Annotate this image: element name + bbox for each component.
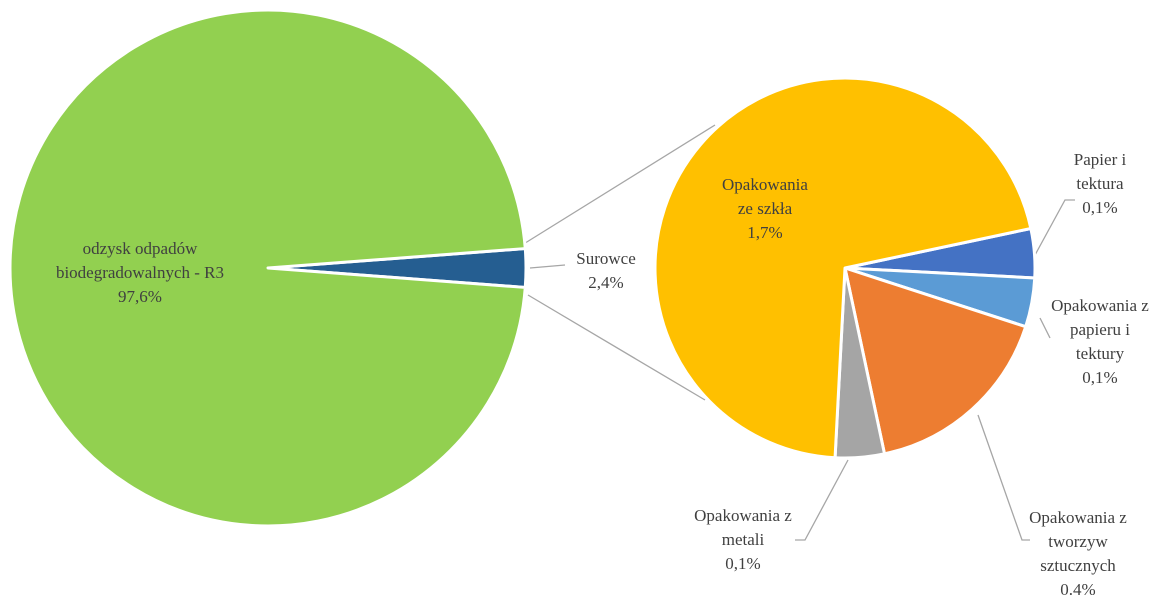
category-label: Opakowania z metali xyxy=(694,506,792,549)
slice-label: odzysk odpadów biodegradowalnych - R3 97,… xyxy=(15,237,265,309)
slice-label: Opakowania z tworzyw sztucznych 0.4% xyxy=(1023,506,1133,602)
value-label: 97,6% xyxy=(118,287,162,306)
leader-line xyxy=(795,459,849,541)
connector-line xyxy=(521,124,716,246)
value-label: 0.4% xyxy=(1060,580,1096,599)
leader-line xyxy=(529,264,566,269)
pie-slice xyxy=(653,76,1033,460)
category-label: Opakowania z tworzyw sztucznych xyxy=(1029,508,1127,575)
slice-label: Opakowania z papieru i tektury 0,1% xyxy=(1045,294,1155,390)
leader-line xyxy=(977,414,1030,541)
value-label: 0,1% xyxy=(1082,368,1118,387)
slice-label: Surowce 2,4% xyxy=(566,247,646,295)
pie-slice xyxy=(8,8,527,528)
pie-slice xyxy=(843,266,1028,456)
category-label: Papier i tektura xyxy=(1073,150,1127,193)
category-label: Opakowania z papieru i tektury xyxy=(1051,296,1149,363)
slice-label: Opakowania ze szkła 1,7% xyxy=(715,173,815,245)
slice-label: Papier i tektura 0,1% xyxy=(1055,148,1145,220)
value-label: 2,4% xyxy=(588,273,624,292)
connector-line xyxy=(527,294,706,401)
value-label: 1,7% xyxy=(747,223,783,242)
leader-line xyxy=(1039,317,1051,339)
leader-line xyxy=(1034,199,1075,256)
category-label: odzysk odpadów biodegradowalnych - R3 xyxy=(55,239,225,282)
slice-label: Opakowania z metali 0,1% xyxy=(683,504,803,576)
value-label: 0,1% xyxy=(725,554,761,573)
category-label: Opakowania ze szkła xyxy=(722,175,808,218)
category-label: Surowce xyxy=(576,249,636,268)
value-label: 0,1% xyxy=(1082,198,1118,217)
